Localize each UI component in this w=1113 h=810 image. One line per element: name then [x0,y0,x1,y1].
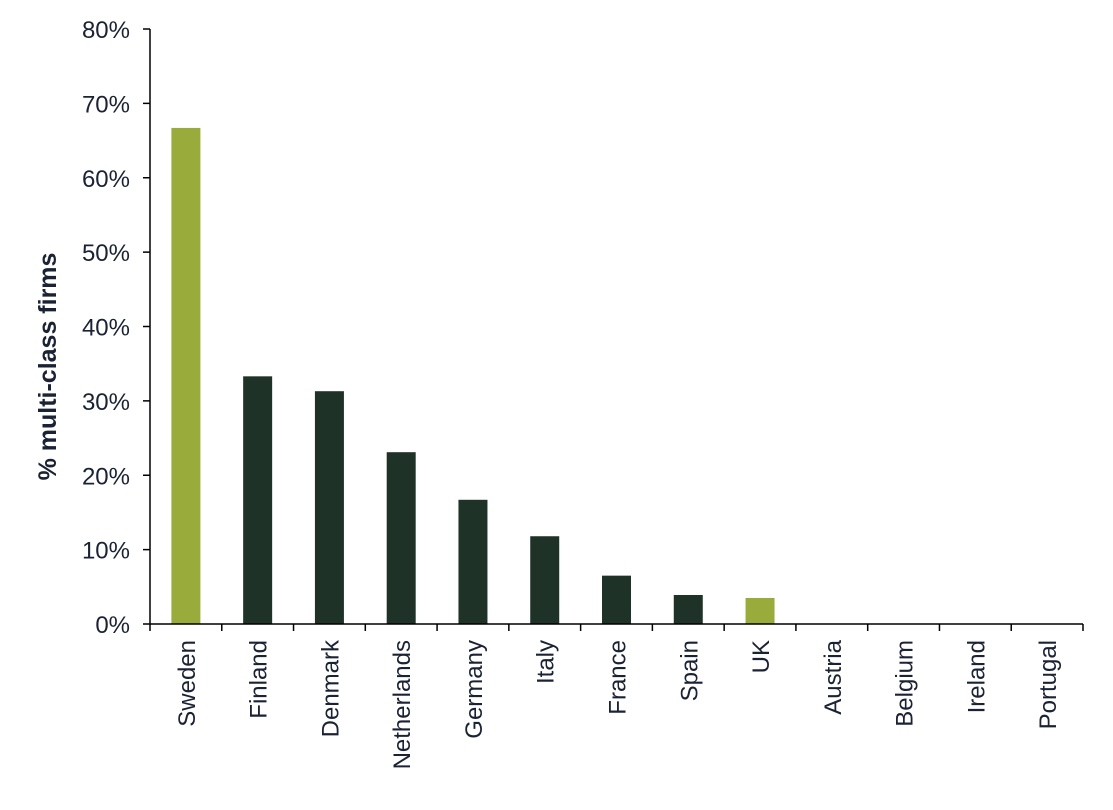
x-category-label: Spain [676,640,703,701]
bars-layer [171,127,775,624]
y-tick-label: 10% [82,538,130,565]
x-category-label: Finland [246,640,273,719]
bar-france [602,575,631,624]
x-category-label: Sweden [174,640,201,727]
bar-denmark [314,391,344,624]
x-category-label: Netherlands [389,640,416,769]
bar-finland [243,376,273,624]
x-category-label: UK [748,640,775,673]
x-category-label: Austria [820,639,847,714]
bar-sweden [171,127,201,624]
x-category-labels: Sweden Finland Denmark Netherlands Germany It… [174,639,1062,769]
x-category-label: Ireland [963,640,990,713]
x-ticks [149,624,1084,631]
x-category-label: Germany [461,640,488,739]
x-category-label: France [605,640,632,715]
axes-layer [149,29,1083,625]
x-category-label: Belgium [892,640,919,727]
y-tick-label: 50% [82,240,130,267]
x-category-label: Denmark [317,639,344,737]
bar-spain [673,594,703,624]
x-category-label: Portugal [1035,640,1062,729]
y-tick-label: 30% [82,389,130,416]
x-category-label: Italy [533,640,560,684]
y-axis-title: % multi-class firms [34,253,62,481]
y-tick-label: 0% [95,612,130,639]
bar-uk [745,597,775,624]
y-ticks: 0% 10% 20% 30% 40% 50% 60% 70% 80% [82,17,150,639]
y-tick-label: 80% [82,17,130,44]
bar-germany [458,499,488,624]
bar-netherlands [386,452,416,624]
y-tick-label: 20% [82,463,130,490]
bar-italy [530,536,560,624]
y-tick-label: 60% [82,166,130,193]
y-tick-label: 40% [82,315,130,342]
y-tick-label: 70% [82,91,130,118]
